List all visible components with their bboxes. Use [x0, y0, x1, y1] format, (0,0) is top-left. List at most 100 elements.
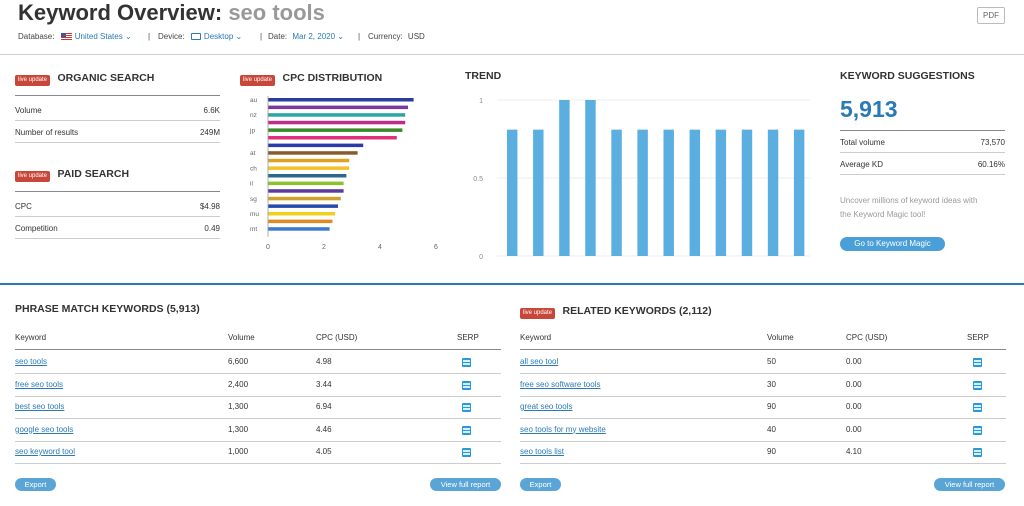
live-update-badge: live update [15, 171, 51, 182]
row-divider [15, 373, 501, 374]
suggestions-row: Average KD 60.16% [840, 160, 1005, 169]
serp-icon[interactable] [462, 425, 471, 435]
paid-value: $4.98 [199, 202, 220, 211]
organic-label: Volume [15, 106, 42, 115]
device-label: Device: [158, 32, 185, 41]
suggestions-label: Average KD [840, 160, 883, 169]
header-divider [0, 54, 1024, 55]
cpc-bar [268, 120, 406, 125]
cpc-distribution-title: CPC DISTRIBUTION [282, 72, 383, 84]
keyword-link[interactable]: free seo software tools [520, 379, 601, 389]
chevron-down-icon: ⌄ [124, 32, 132, 41]
trend-bar [533, 129, 544, 256]
keyword-link[interactable]: all seo tool [520, 357, 559, 366]
cpc-category-label: nz [250, 112, 257, 119]
col-header-volume[interactable]: Volume [228, 333, 255, 342]
serp-icon[interactable] [973, 425, 982, 435]
keyword-link[interactable]: seo tools for my website [520, 424, 606, 434]
cpc-bar [268, 151, 358, 155]
keyword-link[interactable]: seo keyword tool [15, 447, 76, 456]
pdf-button[interactable]: PDF [977, 7, 1005, 24]
divider: | [358, 32, 361, 41]
cpc-cell: 4.10 [846, 447, 862, 456]
organic-search-title: ORGANIC SEARCH [57, 72, 155, 84]
divider [15, 349, 501, 350]
cpc-category-label: ch [250, 165, 257, 172]
divider [15, 238, 220, 239]
keyword-link[interactable]: best seo tools [15, 402, 65, 411]
cpc-bar [268, 219, 333, 224]
col-header-keyword[interactable]: Keyword [15, 333, 47, 342]
page-title-keyword: seo tools [228, 0, 325, 25]
serp-icon[interactable] [462, 403, 471, 412]
keyword-link[interactable]: great seo tools [520, 402, 573, 411]
trend-bar [611, 129, 622, 256]
keyword-link[interactable]: google seo tools [15, 424, 74, 434]
paid-label: Competition [15, 224, 58, 233]
export-button[interactable]: Export [15, 478, 56, 491]
suggestions-value: 73,570 [980, 138, 1005, 147]
desktop-icon [190, 33, 201, 40]
database-value: United States [74, 32, 123, 41]
cpc-bar [268, 105, 408, 110]
trend-bar [507, 129, 518, 256]
keyword-magic-button[interactable]: Go to Keyword Magic [840, 237, 945, 251]
keyword-link[interactable]: seo tools list [520, 447, 565, 456]
keyword-link[interactable]: seo tools [15, 357, 48, 366]
trend-y-tick: 0.5 [473, 176, 483, 183]
suggestions-count[interactable]: 5,913 [840, 96, 898, 122]
cpc-x-tick: 0 [266, 244, 270, 251]
divider [15, 95, 220, 96]
cpc-bar [268, 189, 344, 193]
row-divider [15, 440, 501, 442]
col-header-keyword[interactable]: Keyword [520, 333, 552, 342]
serp-icon[interactable] [973, 403, 982, 412]
trend-bar [715, 129, 727, 256]
view-full-report-button[interactable]: View full report [430, 478, 501, 491]
view-full-report-button[interactable]: View full report [934, 478, 1005, 491]
date-selector[interactable]: Date: Mar 2, 2020 ⌄ [268, 32, 344, 41]
row-divider [520, 373, 1006, 374]
paid-value: 0.49 [204, 224, 220, 233]
divider [840, 152, 1005, 153]
cpc-x-tick: 4 [378, 244, 382, 251]
volume-cell: 1,300 [228, 424, 249, 434]
database-label: Database: [18, 32, 55, 41]
col-header-cpc[interactable]: CPC (USD) [316, 333, 358, 342]
volume-cell: 40 [767, 424, 776, 434]
cpc-distribution-widget: live update CPC DISTRIBUTION [240, 68, 382, 86]
cpc-bar [268, 158, 350, 163]
cpc-cell: 4.05 [316, 447, 332, 456]
keyword-magic-promo: Uncover millions of keyword ideas with t… [840, 194, 977, 222]
database-selector[interactable]: Database: United States ⌄ [18, 32, 132, 41]
us-flag-icon [60, 33, 72, 40]
serp-icon[interactable] [973, 380, 982, 390]
divider [15, 120, 220, 121]
cpc-bar [268, 196, 341, 201]
row-divider [15, 395, 501, 397]
cpc-category-label: at [250, 150, 256, 157]
trend-bar [559, 100, 570, 256]
col-header-volume[interactable]: Volume [767, 333, 794, 342]
cpc-distribution-chart: au nz jp at ch il sg mu mt 0 2 4 6 [249, 96, 438, 251]
keyword-link[interactable]: free seo tools [15, 379, 64, 389]
volume-cell: 50 [767, 357, 776, 366]
serp-icon[interactable] [462, 448, 471, 457]
organic-search-widget: live update ORGANIC SEARCH [15, 68, 220, 86]
serp-icon[interactable] [973, 448, 982, 457]
serp-icon[interactable] [973, 358, 982, 367]
date-label: Date: [268, 32, 288, 41]
device-selector[interactable]: Device: Desktop ⌄ [158, 32, 242, 41]
row-divider [15, 418, 501, 419]
cpc-category-label: il [250, 181, 253, 188]
trend-bar [663, 129, 674, 256]
col-header-cpc[interactable]: CPC (USD) [846, 333, 888, 342]
export-button[interactable]: Export [520, 478, 561, 491]
serp-icon[interactable] [462, 358, 471, 367]
cpc-bar [268, 181, 344, 186]
cpc-bar [268, 128, 403, 132]
cpc-cell: 4.98 [316, 357, 332, 366]
keyword-suggestions-title: KEYWORD SUGGESTIONS [840, 70, 975, 82]
serp-icon[interactable] [462, 380, 471, 390]
promo-text-line: the Keyword Magic tool! [840, 210, 926, 219]
